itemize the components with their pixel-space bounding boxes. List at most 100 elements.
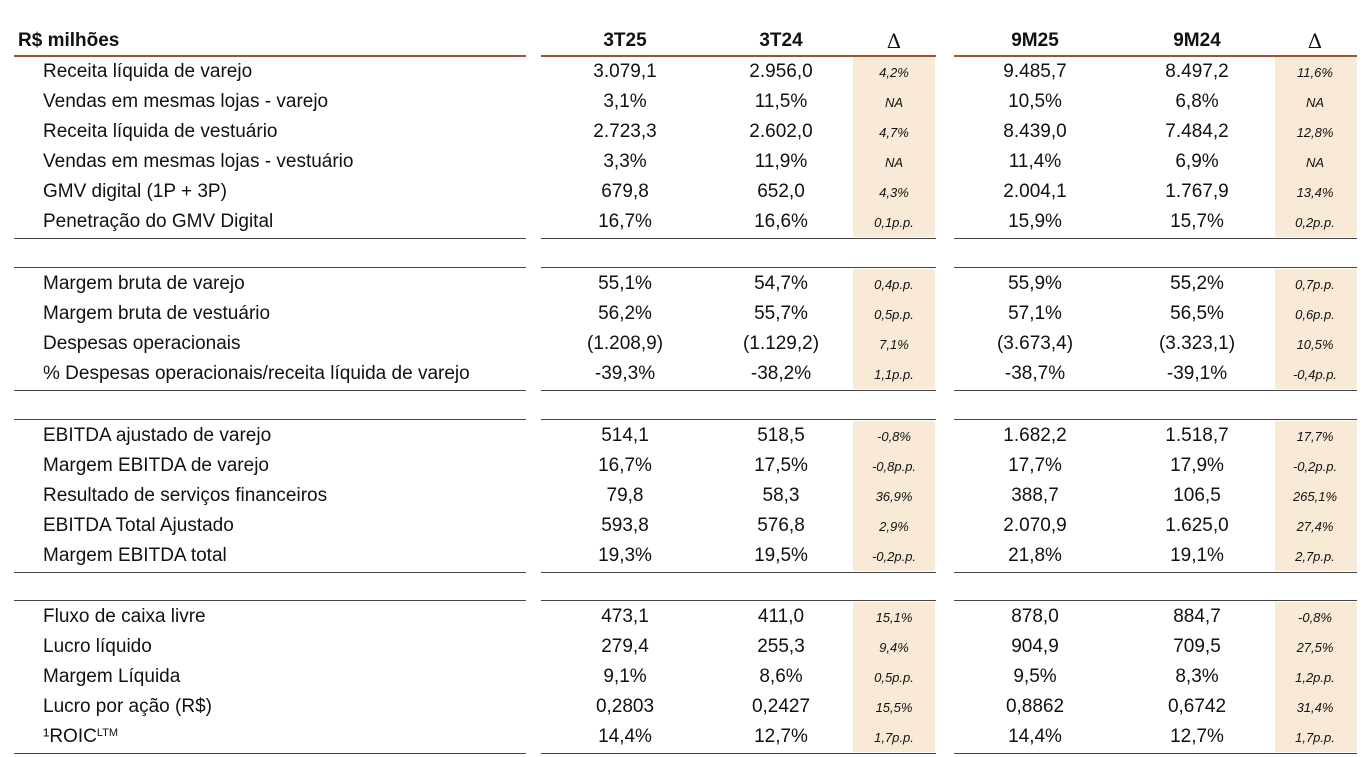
value-3t24: 17,5%: [754, 455, 808, 476]
value-3t24: 11,9%: [754, 151, 808, 172]
delta-quarter: 4,7%: [879, 124, 909, 140]
value-3t25: 679,8: [601, 181, 649, 202]
value-3t24: 58,3: [762, 485, 800, 506]
group-bottom-rule: [954, 238, 1357, 239]
value-9m25: 11,4%: [1008, 151, 1062, 172]
row-label-text: Margem bruta de vestuário: [43, 303, 271, 324]
row-label-text: EBITDA ajustado de varejo: [43, 425, 272, 446]
row-label-text: Fluxo de caixa livre: [43, 606, 206, 627]
table-row: ¹ROIC LTM 14,4% 12,7% 1,7p.p. 14,4% 12,7% 1,7p.…: [0, 722, 1366, 752]
value-9m24: 8.497,2: [1165, 61, 1229, 82]
delta-9m: 0,7p.p.: [1295, 276, 1335, 292]
table-row: % Despesas operacionais/receita líquida …: [0, 359, 1366, 389]
row-label: Margem Líquida: [43, 662, 523, 692]
group-bottom-rule: [541, 572, 936, 573]
delta-quarter: -0,8%: [877, 428, 911, 444]
value-9m25: 904,9: [1011, 636, 1059, 657]
delta-quarter: 4,2%: [879, 64, 909, 80]
row-label: Resultado de serviços financeiros: [43, 481, 523, 511]
value-9m25: 14,4%: [1008, 726, 1062, 747]
value-9m24: 55,2%: [1170, 273, 1224, 294]
value-9m24: 884,7: [1173, 606, 1221, 627]
col-header-9m25: 9M25: [1011, 30, 1059, 51]
table-row: Margem Líquida 9,1% 8,6% 0,5p.p. 9,5% 8,3% 1,2…: [0, 662, 1366, 692]
value-9m25: 9,5%: [1013, 666, 1057, 687]
table-row: Despesas operacionais (1.208,9) (1.129,2) 7…: [0, 329, 1366, 359]
delta-shade: [1275, 269, 1357, 389]
group-top-rule: [541, 600, 936, 601]
value-9m24: 8,3%: [1175, 666, 1219, 687]
value-3t24: 0,2427: [751, 696, 811, 717]
value-3t24: 255,3: [757, 636, 805, 657]
value-3t24: 54,7%: [754, 273, 808, 294]
row-label: Vendas em mesmas lojas - varejo: [43, 87, 523, 117]
row-label: Margem bruta de vestuário: [43, 299, 523, 329]
row-label-text: Receita líquida de vestuário: [43, 121, 278, 142]
delta-quarter: 1,1p.p.: [874, 366, 914, 382]
group-top-rule: [541, 419, 936, 420]
table-row: Receita líquida de varejo 3.079,1 2.956,0 4…: [0, 57, 1366, 87]
delta-quarter: 7,1%: [879, 336, 909, 352]
value-9m25: 878,0: [1011, 606, 1059, 627]
table-row: Lucro por ação (R$) 0,2803 0,2427 15,5% 0,88…: [0, 692, 1366, 722]
group-bottom-rule: [954, 572, 1357, 573]
value-9m24: 19,1%: [1170, 545, 1224, 566]
row-label: Penetração do GMV Digital: [43, 207, 523, 237]
value-3t24: 2.602,0: [749, 121, 813, 142]
row-label: Vendas em mesmas lojas - vestuário: [43, 147, 523, 177]
value-3t25: 9,1%: [603, 666, 647, 687]
delta-quarter: 4,3%: [879, 184, 909, 200]
value-3t25: 2.723,3: [593, 121, 657, 142]
value-9m24: 1.767,9: [1165, 181, 1229, 202]
delta-9m: 2,7p.p.: [1295, 548, 1335, 564]
value-3t25: 56,2%: [598, 303, 652, 324]
value-9m24: -39,1%: [1166, 363, 1228, 384]
row-label-text: ¹ROIC: [43, 726, 97, 747]
row-label: Fluxo de caixa livre: [43, 602, 523, 632]
value-3t24: 19,5%: [754, 545, 808, 566]
row-label: Despesas operacionais: [43, 329, 523, 359]
unit-label: R$ milhões: [18, 30, 120, 51]
table-header: R$ milhões 3T25 3T24 Δ 9M25 9M24 Δ: [0, 26, 1366, 56]
delta-9m: 17,7%: [1296, 428, 1334, 444]
value-9m25: 9.485,7: [1003, 61, 1067, 82]
value-9m24: 0,6742: [1167, 696, 1227, 717]
table-row: Margem EBITDA de varejo 16,7% 17,5% -0,8p.p…: [0, 451, 1366, 481]
row-label-text: Receita líquida de varejo: [43, 61, 253, 82]
table-row: Margem bruta de vestuário 56,2% 55,7% 0,5p.…: [0, 299, 1366, 329]
delta-9m: 11,6%: [1297, 64, 1333, 80]
value-3t24: 2.956,0: [749, 61, 813, 82]
row-label-text: Penetração do GMV Digital: [43, 211, 274, 232]
delta-quarter: 0,5p.p.: [874, 306, 914, 322]
value-9m25: 57,1%: [1008, 303, 1062, 324]
row-label: GMV digital (1P + 3P): [43, 177, 523, 207]
value-3t24: 16,6%: [754, 211, 808, 232]
value-3t25: 19,3%: [598, 545, 652, 566]
table-row: Vendas em mesmas lojas - varejo 3,1% 11,5%…: [0, 87, 1366, 117]
value-9m24: 6,9%: [1175, 151, 1219, 172]
value-9m24: 56,5%: [1170, 303, 1224, 324]
row-label: % Despesas operacionais/receita líquida …: [43, 359, 523, 389]
value-9m24: 7.484,2: [1165, 121, 1229, 142]
row-label-text: Margem bruta de varejo: [43, 273, 245, 294]
value-9m24: 6,8%: [1175, 91, 1219, 112]
value-9m24: 1.518,7: [1165, 425, 1229, 446]
row-label-text: % Despesas operacionais/receita líquida …: [43, 363, 470, 384]
value-9m24: 17,9%: [1170, 455, 1224, 476]
delta-quarter: 0,1p.p.: [874, 214, 914, 230]
delta-quarter: 9,4%: [879, 639, 909, 655]
group-top-rule: [14, 267, 526, 268]
value-9m24: 15,7%: [1170, 211, 1224, 232]
delta-quarter: 0,4p.p.: [874, 276, 914, 292]
value-9m25: 1.682,2: [1003, 425, 1067, 446]
value-9m25: 0,8862: [1005, 696, 1065, 717]
row-label-text: Margem EBITDA de varejo: [43, 455, 269, 476]
value-9m25: 8.439,0: [1003, 121, 1067, 142]
delta-9m: 0,2p.p.: [1295, 214, 1335, 230]
value-9m25: -38,7%: [1004, 363, 1066, 384]
value-3t24: 576,8: [757, 515, 805, 536]
row-label-text: Margem EBITDA total: [43, 545, 227, 566]
table-row: Fluxo de caixa livre 473,1 411,0 15,1% 878,0…: [0, 602, 1366, 632]
value-3t25: 279,4: [601, 636, 649, 657]
group-top-rule: [541, 267, 936, 268]
